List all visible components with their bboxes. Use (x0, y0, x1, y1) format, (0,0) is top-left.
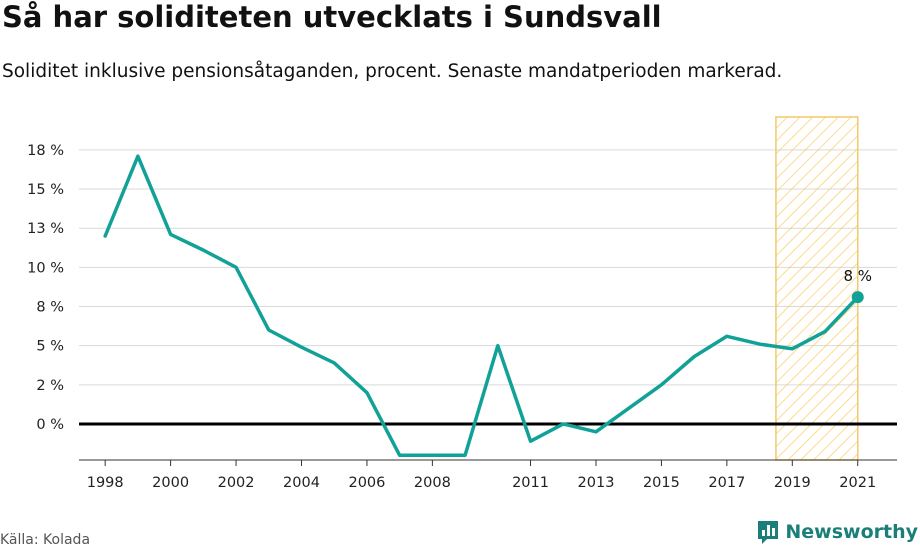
source-note: Källa: Kolada (0, 532, 91, 548)
highlight-period (775, 116, 859, 461)
x-tick-label: 2015 (643, 475, 680, 491)
x-tick-label: 2004 (283, 475, 320, 491)
x-tick-label: 2011 (512, 475, 549, 491)
y-tick-label: 13 % (27, 221, 64, 237)
end-point (851, 291, 864, 304)
chart-title: Så har soliditeten utvecklats i Sundsval… (2, 0, 662, 34)
x-tick-label: 1998 (87, 475, 124, 491)
brand-logo: Newsworthy (756, 519, 918, 545)
x-tick-label: 2017 (708, 475, 745, 491)
y-tick-label: 2 % (36, 378, 64, 394)
x-tick-label: 2000 (152, 475, 189, 491)
y-tick-label: 0 % (36, 417, 64, 433)
x-tick-label: 2013 (578, 475, 615, 491)
x-tick-label: 2021 (839, 475, 876, 491)
y-tick-label: 5 % (36, 339, 64, 355)
y-tick-label: 15 % (27, 182, 64, 198)
x-tick-label: 2006 (348, 475, 385, 491)
y-tick-label: 8 % (36, 300, 64, 316)
y-tick-label: 18 % (27, 143, 64, 159)
y-tick-label: 10 % (27, 260, 64, 276)
brand-name: Newsworthy (785, 521, 918, 543)
chart-subtitle: Soliditet inklusive pensionsåtaganden, p… (2, 61, 783, 82)
x-tick-label: 2008 (414, 475, 451, 491)
end-value-label: 8 % (843, 267, 872, 285)
bar-chart-logo-icon (758, 521, 779, 544)
x-tick-label: 2002 (218, 475, 255, 491)
x-tick-label: 2019 (774, 475, 811, 491)
series-line (103, 154, 860, 458)
